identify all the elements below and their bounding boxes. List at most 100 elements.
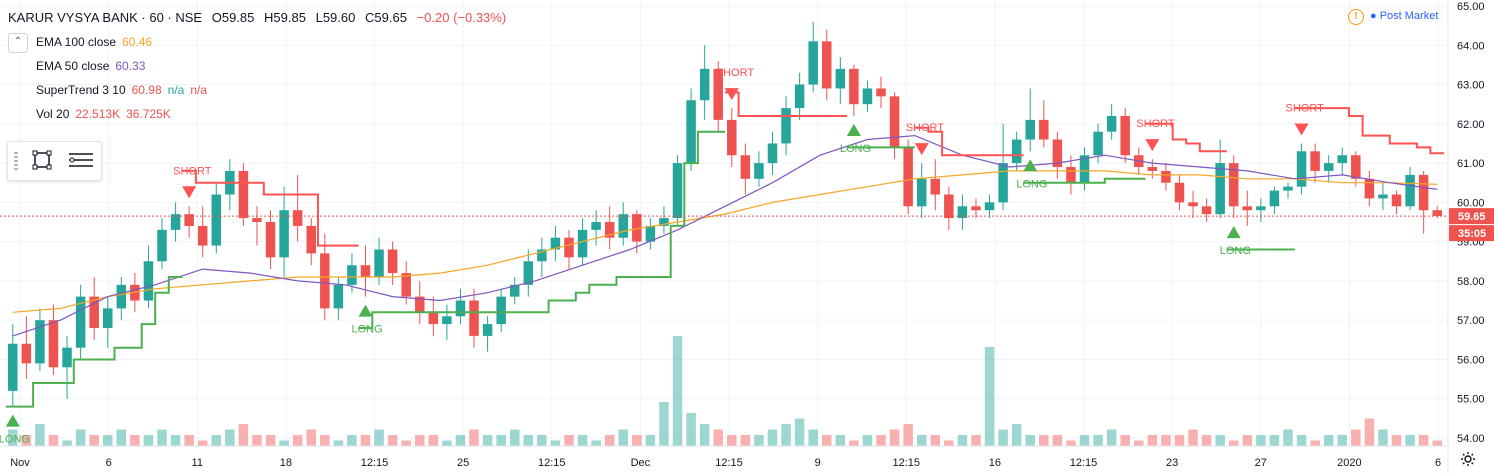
candle-body [754, 163, 764, 179]
drawing-toolbar[interactable] [7, 141, 102, 181]
rectangle-tool-icon[interactable] [32, 150, 52, 170]
volume-bar [184, 435, 194, 446]
volume-bar [211, 435, 222, 446]
volume-bar [415, 435, 425, 446]
legend-ema100[interactable]: ⌃ EMA 100 close 60.46 [8, 30, 506, 54]
y-tick-label: 58.00 [1457, 276, 1485, 288]
candle-body [1201, 206, 1212, 215]
candle-body [1147, 167, 1158, 171]
volume-bar [1052, 435, 1063, 446]
volume-bar [320, 435, 330, 446]
candle-body [1093, 131, 1103, 156]
candle-body [415, 296, 425, 313]
price-badges: 59.65 35:05 [1449, 208, 1494, 242]
candle-body [1283, 186, 1293, 191]
candle-body [1161, 170, 1171, 183]
supertrend-line [6, 276, 183, 408]
collapse-icon[interactable]: ⌃ [8, 32, 28, 53]
candle-body [550, 237, 561, 250]
volume-name: Vol 20 [36, 107, 70, 121]
volume-bar [984, 347, 995, 446]
volume-bar [727, 435, 737, 446]
candle-body [767, 143, 778, 164]
volume-bar [523, 435, 534, 446]
legend-supertrend[interactable]: SuperTrend 3 10 60.98 n/a n/a [8, 78, 506, 102]
volume-bar [1391, 435, 1402, 446]
candle-body [591, 222, 601, 230]
candle-body [1066, 167, 1076, 183]
candle-body [1269, 190, 1280, 207]
volume-ma-value: 36.725K [126, 107, 171, 121]
volume-bar [876, 435, 886, 446]
volume-bar [1161, 435, 1171, 446]
volume-bar [292, 435, 303, 446]
candle-body [1228, 163, 1239, 207]
price-badge [1449, 208, 1494, 225]
legend-volume[interactable]: Vol 20 22.513K 36.725K [8, 102, 506, 126]
candle-body [455, 300, 466, 317]
candle-body [876, 88, 886, 97]
candle-body [1039, 119, 1049, 140]
volume-bar [537, 435, 547, 446]
volume-bar [659, 402, 669, 446]
volume-bar [754, 435, 764, 446]
ema100-value: 60.46 [122, 35, 153, 49]
volume-bar [265, 435, 276, 446]
short-arrow-icon [914, 143, 929, 156]
candle-body [821, 41, 832, 89]
y-tick-label: 61.00 [1457, 158, 1485, 170]
volume-bar [21, 435, 32, 446]
volume-bar [1378, 429, 1388, 446]
price-badge-text: 59.65 [1458, 211, 1486, 223]
volume-bar [1228, 440, 1239, 446]
volume-bar [944, 440, 954, 446]
time-axis[interactable]: Nov 6 11 18 12:15 25 12:15 Dec 12:15 9 12:15 16 12:1… [0, 445, 1448, 469]
volume-bar [1147, 435, 1158, 446]
volume-bar [1066, 440, 1076, 446]
candle-body [75, 296, 86, 348]
symbol-header[interactable]: KARUR VYSYA BANK · 60 · NSE O59.85 H59.8… [8, 6, 506, 30]
candle-body [849, 68, 859, 105]
gear-icon[interactable] [1460, 451, 1476, 467]
volume-bar [740, 435, 751, 446]
price-axis[interactable]: 65.0064.0063.0062.0061.0060.0059.0058.00… [1447, 0, 1485, 474]
candle-body [1011, 139, 1022, 164]
volume-bar [469, 429, 479, 446]
horizontal-lines-icon[interactable] [68, 150, 94, 170]
volume-bar [889, 429, 900, 446]
supertrend-line [358, 130, 725, 329]
volume-bar [8, 429, 18, 446]
y-tick-label: 55.00 [1457, 394, 1485, 406]
volume-bar [604, 435, 615, 446]
x-tick-label: 25 [457, 457, 469, 469]
volume-bar [1039, 435, 1049, 446]
volume-bar [225, 429, 235, 446]
candle-body [537, 249, 547, 262]
volume-bar [1188, 429, 1198, 446]
drag-handle[interactable] [14, 152, 18, 170]
candle-body [1310, 151, 1320, 171]
volume-bar [360, 435, 371, 446]
candle-body [604, 222, 615, 238]
volume-bar [157, 429, 167, 446]
x-tick-label: Dec [631, 457, 651, 469]
candle-body [957, 206, 968, 219]
y-tick-label: 65.00 [1457, 1, 1485, 13]
long-label: LONG [1220, 245, 1251, 257]
volume-bar [1093, 435, 1103, 446]
x-tick-label: 6 [1435, 457, 1441, 469]
candle-body [645, 225, 656, 242]
candle-body [509, 284, 520, 297]
volume-bar [455, 435, 466, 446]
legend-ema50[interactable]: EMA 50 close 60.33 [8, 54, 506, 78]
volume-bar [916, 435, 927, 446]
volume-bar [632, 435, 642, 446]
supertrend-value: 60.98 [131, 83, 162, 97]
candle-body [1351, 155, 1361, 179]
market-status[interactable]: ! ● Post Market [1348, 9, 1438, 25]
candle-body [387, 249, 398, 274]
candle-body [1052, 139, 1063, 168]
candle-body [862, 88, 873, 105]
x-tick-label: 12:15 [1070, 457, 1098, 469]
